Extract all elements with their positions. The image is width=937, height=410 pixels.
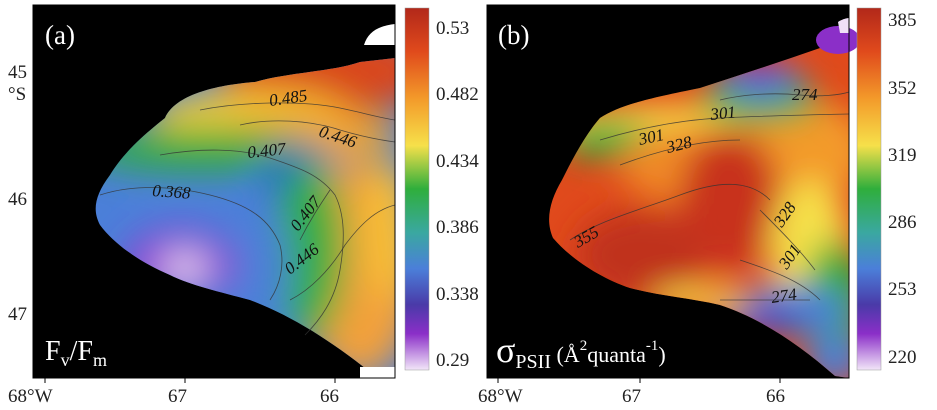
colorbar-tick: 352 (888, 78, 917, 99)
contour-label: 274 (770, 285, 798, 307)
colorbar-tick: 0.434 (436, 151, 479, 172)
panel-b-x-axis: 68°W 67 66 (478, 378, 785, 407)
x-tick-label: 68°W (478, 386, 523, 407)
contour-label: 0.368 (152, 181, 192, 203)
panel-a-parameter-label: Fv/Fm (45, 336, 107, 370)
contour-label: 0.407 (246, 139, 288, 162)
panel-b-parameter-label: σPSII (Å2quanta-1) (496, 330, 666, 373)
y-tick-label: 46 (8, 189, 27, 210)
colorbar-tick: 0.338 (436, 284, 479, 305)
panel-a-landmark (360, 367, 395, 378)
contour-label: 301 (708, 102, 736, 124)
colorbar-tick: 319 (888, 145, 917, 166)
panel-b-colorbar: 385 352 319 286 253 220 (856, 7, 917, 371)
colorbar-tick: 220 (888, 347, 917, 368)
panel-b-feature (816, 26, 860, 54)
panel-a: 0.485 0.446 0.407 0.368 0.407 0.446 (a) … (32, 4, 396, 379)
colorbar-tick: 0.53 (436, 18, 469, 39)
x-tick-label: 67 (168, 386, 187, 407)
panel-b-letter: (b) (498, 20, 529, 50)
panel-a-x-axis: 68°W 67 66 (8, 378, 339, 407)
panel-a-landmark (364, 24, 395, 45)
x-tick-label: 66 (320, 386, 339, 407)
colorbar-tick: 0.29 (436, 350, 469, 371)
panel-a-y-axis: 45 °S 46 47 (8, 62, 38, 325)
x-tick-label: 67 (622, 386, 641, 407)
panel-b: 274 301 301 328 355 328 301 274 (b) σPSI… (486, 4, 860, 379)
panel-a-contours (99, 102, 396, 336)
x-tick-label: 68°W (8, 386, 53, 407)
colorbar-tick: 385 (888, 10, 917, 31)
colorbar-tick: 286 (888, 212, 917, 233)
colorbar-tick: 0.386 (436, 217, 479, 238)
x-tick-label: 66 (766, 386, 785, 407)
y-tick-label: °S (8, 84, 26, 105)
contour-label: 274 (792, 85, 818, 104)
y-tick-label: 45 (8, 62, 27, 83)
panel-b-contours (569, 91, 850, 301)
colorbar-tick: 253 (888, 279, 917, 300)
panel-a-letter: (a) (45, 20, 75, 50)
colorbar-tick: 0.482 (436, 84, 479, 105)
y-tick-label: 47 (8, 304, 27, 325)
panel-a-colorbar: 0.53 0.482 0.434 0.386 0.338 0.29 (404, 7, 479, 371)
